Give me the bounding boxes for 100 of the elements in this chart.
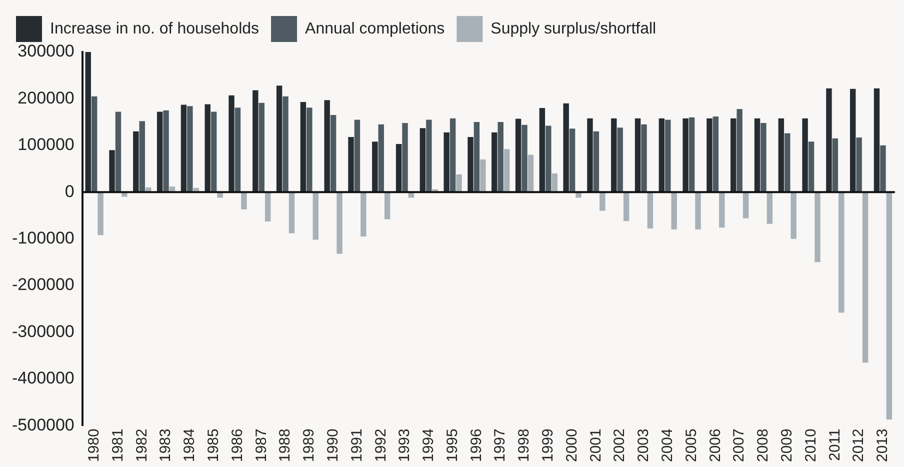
x-tick-label: 2013 <box>874 428 892 462</box>
bar <box>593 131 600 192</box>
bar <box>623 192 630 222</box>
bar <box>372 142 378 192</box>
x-tick-label: 1995 <box>444 428 461 462</box>
bar <box>504 149 510 192</box>
bar <box>730 118 736 192</box>
x-tick-label: 1985 <box>204 428 222 462</box>
bar <box>742 192 749 218</box>
x-tick-label: 1980 <box>85 428 102 462</box>
bar <box>444 132 450 192</box>
y-tick-label: 100000 <box>18 135 74 154</box>
bar <box>156 112 163 192</box>
bar <box>634 118 641 192</box>
bar <box>719 192 725 228</box>
y-tick-label: 300000 <box>18 42 74 61</box>
bar <box>300 102 306 192</box>
bar <box>282 96 288 192</box>
y-tick-label: -400000 <box>12 368 74 388</box>
bar <box>600 192 606 211</box>
x-tick-label: 1990 <box>324 428 342 462</box>
bar <box>187 106 193 192</box>
x-tick-label: 1981 <box>109 428 126 462</box>
x-tick-label: 1991 <box>348 428 366 462</box>
x-tick-label: 2010 <box>802 428 820 462</box>
bar <box>802 118 808 192</box>
bar <box>569 128 576 192</box>
legend-label: Supply surplus/shortfall <box>490 20 656 38</box>
bar <box>378 124 384 192</box>
x-tick-label: 1998 <box>516 428 533 462</box>
bar <box>264 192 271 222</box>
bar <box>736 108 742 192</box>
bar <box>671 192 677 230</box>
bar <box>354 120 360 192</box>
bar <box>695 192 701 230</box>
bar <box>754 118 760 192</box>
x-tick-label: 1984 <box>181 428 198 462</box>
y-tick-label: 200000 <box>18 88 74 108</box>
bar <box>85 52 91 192</box>
bar <box>563 103 569 192</box>
bar <box>450 118 456 192</box>
bar <box>617 128 623 192</box>
bar <box>886 192 892 420</box>
x-tick-label: 1989 <box>300 428 318 462</box>
y-tick-label: 0 <box>64 182 74 201</box>
bar <box>210 112 217 192</box>
x-tick-label: 2005 <box>682 428 700 462</box>
bar <box>426 120 432 192</box>
bar <box>456 174 462 192</box>
bar <box>252 90 258 192</box>
bar <box>778 118 784 192</box>
bar <box>306 108 312 192</box>
bar <box>402 122 408 192</box>
bar <box>539 108 546 192</box>
bar <box>336 192 342 254</box>
x-tick-label: 2009 <box>778 428 796 462</box>
bar <box>522 124 528 192</box>
x-tick-label: 1996 <box>468 428 485 462</box>
bar <box>546 126 552 192</box>
bar <box>838 192 844 313</box>
bar <box>760 122 766 192</box>
bar <box>528 154 534 192</box>
bar <box>133 131 139 192</box>
bar <box>856 137 862 192</box>
x-tick-label: 1997 <box>492 428 509 462</box>
bar <box>324 100 330 192</box>
bar <box>480 159 486 192</box>
bar <box>706 118 712 192</box>
bar <box>515 118 522 192</box>
bar <box>498 122 504 192</box>
bar <box>474 122 480 192</box>
bar <box>276 86 282 192</box>
bar <box>109 150 115 192</box>
bar <box>312 192 318 240</box>
bar <box>682 118 688 192</box>
x-tick-label: 1986 <box>228 428 246 462</box>
bar <box>826 88 832 192</box>
x-tick-label: 2002 <box>611 428 628 462</box>
bar <box>712 116 719 192</box>
x-tick-label: 2007 <box>730 428 748 462</box>
bar <box>241 192 247 210</box>
bar <box>234 108 241 192</box>
bar <box>288 192 295 234</box>
x-tick-label: 1993 <box>396 428 414 462</box>
bar <box>832 138 838 192</box>
bar <box>874 88 880 192</box>
bar <box>688 117 695 192</box>
bar <box>396 144 402 192</box>
bar <box>641 124 647 192</box>
x-tick-label: 2011 <box>826 428 844 461</box>
bar <box>348 137 354 192</box>
x-tick-label: 1982 <box>133 428 150 462</box>
x-tick-label: 1988 <box>276 428 294 462</box>
bar <box>658 118 665 192</box>
x-tick-label: 2001 <box>587 428 604 462</box>
bar <box>647 192 654 229</box>
x-tick-label: 1999 <box>540 428 557 462</box>
y-tick-label: -100000 <box>12 228 74 248</box>
bar <box>492 132 498 192</box>
x-tick-label: 1983 <box>157 428 174 462</box>
